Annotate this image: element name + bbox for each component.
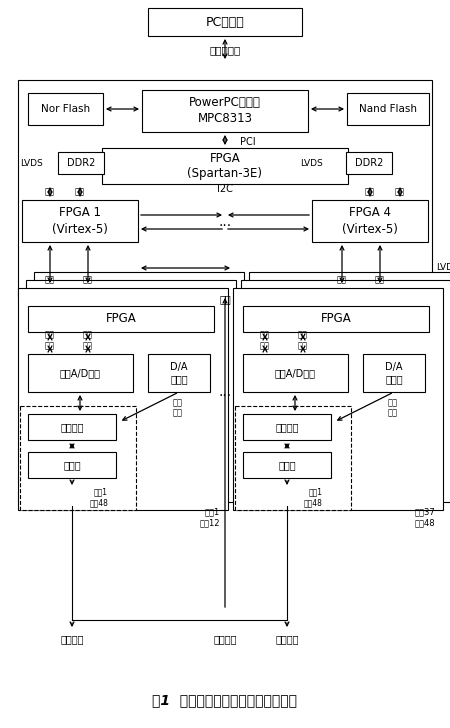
Text: 控制: 控制 (298, 341, 308, 350)
Text: 子板1: 子板1 (205, 507, 220, 516)
Text: Nand Flash: Nand Flash (359, 104, 417, 114)
Text: LVDS: LVDS (20, 159, 43, 167)
Text: 控制: 控制 (83, 275, 93, 284)
Text: 控制: 控制 (395, 187, 405, 196)
Bar (142, 90, 308, 132)
Text: 控制: 控制 (83, 330, 93, 339)
Text: PCI: PCI (240, 137, 256, 147)
Bar (249, 272, 450, 494)
Bar (58, 152, 104, 174)
Text: FPGA 4
(Virtex-5): FPGA 4 (Virtex-5) (342, 207, 398, 235)
Text: 控制: 控制 (75, 187, 85, 196)
Bar (243, 306, 429, 332)
Bar (102, 148, 348, 184)
Text: 主板: 主板 (219, 294, 231, 304)
Bar (243, 452, 331, 478)
Text: FPGA
(Spartan-3E): FPGA (Spartan-3E) (188, 151, 262, 181)
Text: FPGA: FPGA (320, 312, 351, 325)
Text: 子板37: 子板37 (414, 507, 435, 516)
Bar (28, 93, 103, 125)
Bar (148, 354, 210, 392)
Text: 子板12: 子板12 (199, 518, 220, 527)
Text: 增益
控制: 增益 控制 (388, 398, 398, 417)
Bar (22, 200, 138, 242)
Text: 数据: 数据 (45, 275, 55, 284)
Bar (28, 354, 133, 392)
Bar (18, 80, 432, 298)
Text: 数据: 数据 (365, 187, 375, 196)
Text: Nor Flash: Nor Flash (41, 104, 90, 114)
Bar (20, 406, 136, 510)
Text: 同步A/D采样: 同步A/D采样 (275, 368, 316, 378)
Bar (28, 306, 214, 332)
Text: 声学信号: 声学信号 (60, 634, 84, 644)
Text: 通道1: 通道1 (309, 487, 323, 496)
Text: 数据: 数据 (260, 330, 270, 339)
Text: ...: ... (218, 385, 232, 399)
Text: 换能器: 换能器 (63, 460, 81, 470)
Text: 信号调理: 信号调理 (275, 422, 299, 432)
Text: 控制: 控制 (375, 275, 385, 284)
Text: 信号调理: 信号调理 (60, 422, 84, 432)
Text: DDR2: DDR2 (355, 158, 383, 168)
Text: 数据: 数据 (45, 341, 55, 350)
Text: 通道48: 通道48 (89, 498, 108, 507)
Text: 控制: 控制 (298, 330, 308, 339)
Bar (34, 272, 244, 494)
Bar (235, 406, 351, 510)
Text: 通道1: 通道1 (94, 487, 108, 496)
Bar (233, 288, 443, 510)
Bar (312, 200, 428, 242)
Text: DDR2: DDR2 (67, 158, 95, 168)
Text: 千兆以太网: 千兆以太网 (209, 45, 241, 55)
Bar (28, 452, 116, 478)
Text: D/A
转换器: D/A 转换器 (385, 362, 403, 384)
Text: 同步A/D采样: 同步A/D采样 (60, 368, 101, 378)
Text: 声学信号: 声学信号 (275, 634, 299, 644)
Text: PC主控机: PC主控机 (206, 15, 244, 28)
Text: 图1  水下三维场景实时成像系统框图: 图1 水下三维场景实时成像系统框图 (153, 693, 297, 707)
Text: 通道48: 通道48 (304, 498, 323, 507)
Text: 控制: 控制 (83, 341, 93, 350)
Text: LVDS: LVDS (436, 264, 450, 272)
Text: LVDS: LVDS (300, 159, 323, 167)
Text: FPGA 1
(Virtex-5): FPGA 1 (Virtex-5) (52, 207, 108, 235)
Bar (18, 288, 228, 510)
Text: 换能器: 换能器 (278, 460, 296, 470)
Bar (347, 93, 429, 125)
Text: 数据: 数据 (45, 187, 55, 196)
Text: 数据: 数据 (337, 275, 347, 284)
Text: 数据: 数据 (45, 330, 55, 339)
Bar (26, 280, 236, 502)
Bar (148, 8, 302, 36)
Bar (363, 354, 425, 392)
Text: ...: ... (218, 215, 232, 229)
Text: 增益
控制: 增益 控制 (173, 398, 183, 417)
Text: 同源时钟: 同源时钟 (213, 634, 237, 644)
Text: D/A
转换器: D/A 转换器 (170, 362, 188, 384)
Text: FPGA: FPGA (106, 312, 136, 325)
Bar (241, 280, 450, 502)
Bar (346, 152, 392, 174)
Bar (243, 354, 348, 392)
Bar (243, 414, 331, 440)
Text: PowerPC处理器
MPC8313: PowerPC处理器 MPC8313 (189, 97, 261, 125)
Text: 数据: 数据 (260, 341, 270, 350)
Text: 子板48: 子板48 (414, 518, 435, 527)
Text: I2C: I2C (217, 184, 233, 194)
Bar (28, 414, 116, 440)
